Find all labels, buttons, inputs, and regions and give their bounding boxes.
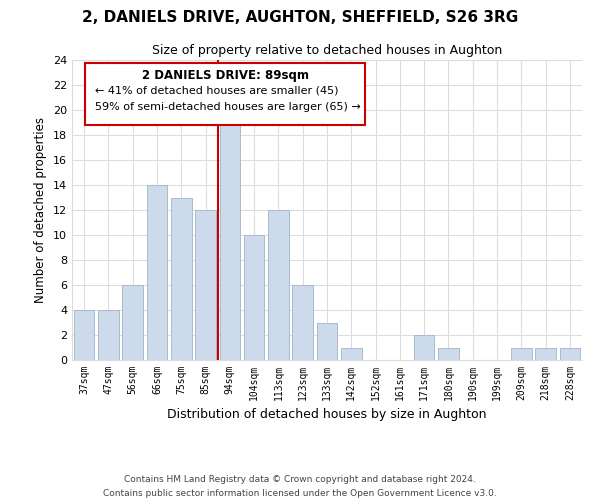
FancyBboxPatch shape xyxy=(85,63,365,124)
Bar xyxy=(511,348,532,360)
Bar xyxy=(292,285,313,360)
Bar xyxy=(535,348,556,360)
Bar xyxy=(560,348,580,360)
Bar xyxy=(146,185,167,360)
Text: 2 DANIELS DRIVE: 89sqm: 2 DANIELS DRIVE: 89sqm xyxy=(142,69,308,82)
Bar xyxy=(244,235,265,360)
Text: 59% of semi-detached houses are larger (65) →: 59% of semi-detached houses are larger (… xyxy=(95,102,361,112)
Bar xyxy=(317,322,337,360)
Text: ← 41% of detached houses are smaller (45): ← 41% of detached houses are smaller (45… xyxy=(95,86,338,96)
Bar xyxy=(195,210,216,360)
Bar xyxy=(122,285,143,360)
Bar xyxy=(438,348,459,360)
Bar xyxy=(220,110,240,360)
Bar xyxy=(268,210,289,360)
Bar xyxy=(414,335,434,360)
Text: 2, DANIELS DRIVE, AUGHTON, SHEFFIELD, S26 3RG: 2, DANIELS DRIVE, AUGHTON, SHEFFIELD, S2… xyxy=(82,10,518,25)
X-axis label: Distribution of detached houses by size in Aughton: Distribution of detached houses by size … xyxy=(167,408,487,422)
Y-axis label: Number of detached properties: Number of detached properties xyxy=(34,117,47,303)
Bar xyxy=(171,198,191,360)
Bar xyxy=(98,310,119,360)
Text: Contains HM Land Registry data © Crown copyright and database right 2024.
Contai: Contains HM Land Registry data © Crown c… xyxy=(103,476,497,498)
Bar xyxy=(74,310,94,360)
Bar xyxy=(341,348,362,360)
Title: Size of property relative to detached houses in Aughton: Size of property relative to detached ho… xyxy=(152,44,502,58)
